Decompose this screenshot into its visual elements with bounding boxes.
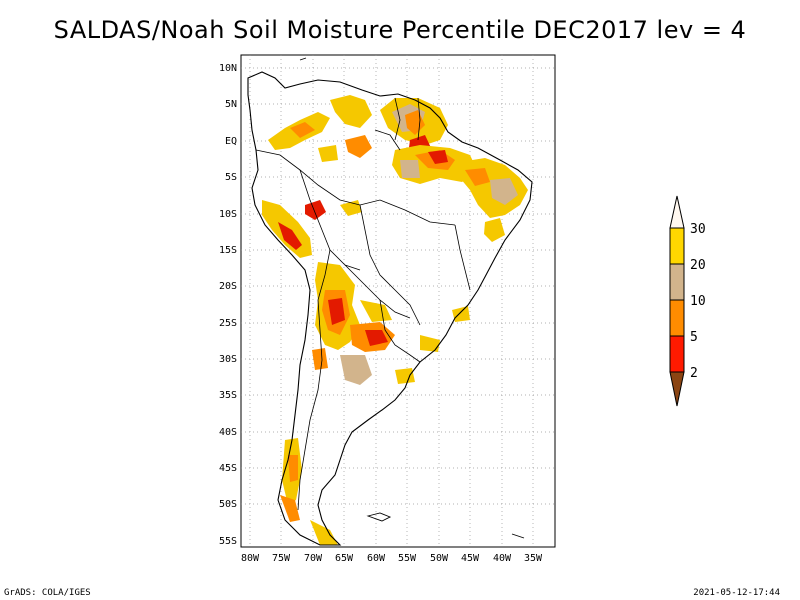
map-title: SALDAS/Noah Soil Moisture Percentile DEC… (53, 16, 747, 44)
y-tick-label: EQ (225, 136, 237, 147)
legend-swatch (669, 263, 685, 301)
legend-label: 5 (690, 330, 698, 345)
soil-moisture-shading (262, 95, 528, 545)
x-tick-label: 80W (241, 553, 260, 564)
legend-swatch (669, 299, 685, 337)
shading-patch-yellow (330, 95, 372, 128)
footer-credit: GrADS: COLA/IGES (4, 588, 91, 598)
x-tick-label: 65W (335, 553, 354, 564)
y-tick-label: 40S (219, 427, 237, 438)
y-tick-label: 20S (219, 281, 237, 292)
y-tick-label: 55S (219, 536, 237, 547)
shading-patch-orange (312, 348, 328, 370)
y-tick-label: 5N (225, 99, 237, 110)
y-tick-label: 45S (219, 463, 237, 474)
shading-patch-yellow (318, 145, 338, 162)
shading-patch-yellow (420, 335, 440, 352)
color-legend: 30 20 10 5 2 (669, 195, 706, 407)
shading-patch-tan (490, 178, 518, 205)
shading-patch-red (328, 298, 345, 325)
legend-swatch (669, 227, 685, 265)
x-tick-label: 70W (304, 553, 323, 564)
y-tick-label: 15S (219, 245, 237, 256)
shading-patch-orange (288, 455, 298, 482)
y-tick-label: 50S (219, 499, 237, 510)
shading-patch-orange (290, 122, 315, 138)
x-tick-label: 60W (367, 553, 386, 564)
x-axis-ticks: 80W 75W 70W 65W 60W 55W 50W 45W 40W 35W (241, 553, 543, 564)
shading-patch-tan (400, 160, 420, 178)
legend-swatch-top-arrow (669, 195, 685, 229)
y-tick-label: 10N (219, 63, 237, 74)
shading-patch-orange (465, 168, 490, 186)
shading-patch-yellow (452, 306, 470, 322)
y-tick-label: 25S (219, 318, 237, 329)
y-tick-label: 10S (219, 209, 237, 220)
x-tick-label: 40W (493, 553, 512, 564)
legend-swatch (669, 335, 685, 373)
shading-patch-yellow (310, 520, 338, 545)
shading-patch-red (365, 330, 388, 346)
y-tick-label: 35S (219, 390, 237, 401)
legend-label: 10 (690, 294, 706, 309)
x-tick-label: 75W (272, 553, 291, 564)
shading-patch-orange (280, 495, 300, 522)
y-axis-ticks: 10N 5N EQ 5S 10S 15S 20S 25S 30S 35S 40S… (219, 63, 237, 547)
x-tick-label: 55W (398, 553, 417, 564)
footer-timestamp: 2021-05-12-17:44 (693, 588, 780, 598)
continent-coastline (247, 71, 533, 546)
shading-patch-yellow (484, 218, 505, 242)
islands (299, 57, 525, 539)
x-tick-label: 50W (430, 553, 449, 564)
legend-label: 2 (690, 366, 698, 381)
country-borders (255, 97, 471, 511)
y-tick-label: 30S (219, 354, 237, 365)
shading-patch-red (428, 150, 448, 164)
shading-patch-yellow (360, 300, 392, 322)
y-tick-label: 5S (225, 172, 237, 183)
shading-patch-yellow (395, 368, 415, 384)
x-tick-label: 35W (524, 553, 543, 564)
shading-patch-orange (345, 135, 372, 158)
x-tick-label: 45W (461, 553, 480, 564)
legend-swatch-bottom-arrow (669, 371, 685, 407)
shading-patch-red (278, 222, 302, 250)
legend-label: 30 (690, 222, 706, 237)
legend-label: 20 (690, 258, 706, 273)
shading-patch-red (305, 200, 326, 220)
shading-patch-tan (340, 355, 372, 385)
